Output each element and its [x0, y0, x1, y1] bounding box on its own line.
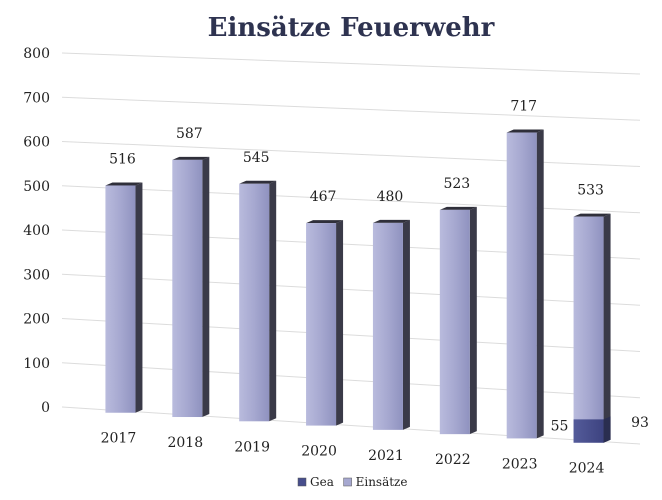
x-tick-label: 2018: [167, 435, 203, 451]
data-label: 545: [243, 150, 270, 166]
bar-gea-2024: [573, 419, 604, 443]
x-tick-label: 2019: [234, 439, 270, 455]
data-label: 587: [176, 126, 203, 142]
bar-side: [603, 213, 611, 443]
bar-top: [306, 220, 344, 224]
data-label: 467: [310, 189, 337, 205]
bar-einsaetze-2017: [105, 185, 136, 413]
bar-top: [439, 206, 477, 210]
x-tick-label: 2017: [101, 431, 137, 447]
chart-title: Einsätze Feuerwehr: [208, 13, 495, 43]
bar-side: [269, 180, 277, 422]
bar-einsaetze-2018: [172, 159, 203, 418]
gridline: [61, 273, 641, 306]
bar-einsaetze-2021: [372, 222, 403, 430]
y-tick-label: 100: [23, 356, 50, 372]
gridline: [61, 141, 641, 167]
data-labels: 516 587 545 467 480 523 717 55 533 93: [109, 99, 649, 435]
x-tick-label: 2024: [569, 461, 605, 477]
y-tick-label: 800: [23, 46, 50, 62]
bar-top: [172, 156, 210, 160]
x-tick-label: 2021: [368, 448, 404, 464]
legend-swatch: [343, 477, 352, 487]
data-label: 480: [377, 189, 404, 205]
gridline: [61, 52, 641, 75]
gridline: [61, 96, 641, 121]
bar-einsaetze-2023: [506, 132, 537, 439]
bar-top: [506, 129, 544, 133]
bar-side: [202, 156, 210, 418]
bars: [105, 129, 611, 443]
bar-top: [573, 213, 611, 217]
legend-swatch: [297, 477, 307, 487]
y-tick-label: 300: [23, 267, 50, 283]
bar-gea-side: [603, 416, 611, 443]
bar-einsaetze-2019: [239, 183, 270, 422]
gridline: [61, 406, 641, 445]
bar-side: [336, 220, 344, 426]
data-label: 717: [510, 99, 537, 115]
bar-einsaetze-2020: [306, 223, 337, 426]
data-label: 516: [109, 151, 136, 167]
bar-top: [239, 180, 277, 184]
x-tick-label: 2023: [502, 456, 538, 472]
y-tick-label: 0: [41, 400, 50, 416]
x-axis-ticks: 2017 2018 2019 2020 2021 2022 2023 2024: [101, 431, 605, 477]
gridline: [61, 362, 641, 399]
data-label-gea: 55: [551, 419, 569, 435]
y-tick-label: 200: [23, 312, 50, 328]
y-axis-ticks: 0 100 200 300 400 500 600 700 800: [23, 46, 50, 416]
y-tick-label: 500: [23, 179, 50, 195]
y-tick-label: 400: [23, 223, 50, 239]
y-tick-label: 700: [23, 90, 50, 106]
gridline: [61, 229, 641, 260]
bar-top: [105, 182, 143, 186]
gridline: [61, 318, 641, 352]
bar-side: [402, 219, 410, 430]
legend-label: Gea: [310, 475, 334, 489]
data-label: 533: [577, 183, 604, 199]
x-tick-label: 2020: [301, 444, 337, 460]
bar-side: [536, 129, 544, 439]
legend-label: Einsätze: [356, 475, 408, 489]
y-tick-label: 600: [23, 135, 50, 151]
x-tick-label: 2022: [435, 452, 471, 468]
bar-einsaetze-2024: [573, 216, 604, 443]
data-label: 523: [443, 176, 470, 192]
gridline: [61, 185, 641, 214]
data-label-extra: 93: [631, 415, 649, 431]
bar-side: [469, 206, 477, 435]
bar-side: [135, 182, 143, 413]
bar-top: [372, 219, 410, 223]
legend: Gea Einsätze: [297, 475, 408, 489]
bar-einsaetze-2022: [439, 209, 470, 435]
gridlines: [61, 52, 641, 445]
